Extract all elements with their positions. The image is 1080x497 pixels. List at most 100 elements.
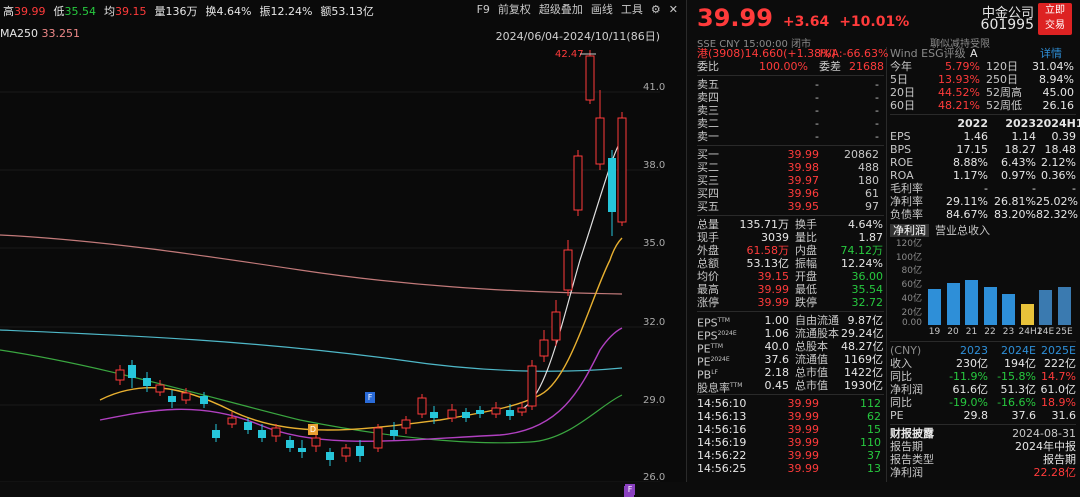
detail-link[interactable]: 详情 (1040, 47, 1062, 60)
bar-y-tick: 120亿 (895, 239, 922, 249)
quote-stat-row: 总量 135.71万 换手 4.64% (697, 218, 883, 231)
tools-button[interactable]: 工具 (620, 3, 643, 16)
f-marker-3[interactable]: F (625, 484, 635, 495)
fundamental-row: EPS2024E 1.06 流通股本 29.24亿 (697, 327, 884, 343)
kline-candle (573, 155, 583, 211)
report-row: 报告期 2024年中报 (890, 440, 1076, 453)
kline-candle (115, 369, 125, 381)
fundamental-row: PETTM 40.0 总股本 48.27亿 (697, 340, 884, 356)
column-divider (886, 47, 887, 482)
bar-y-tick: 0.00 (901, 318, 922, 329)
f-marker[interactable]: F (365, 392, 375, 403)
stock-code: 601995 (980, 17, 1034, 33)
amount-stat: 额53.13亿 (320, 5, 374, 18)
d-marker[interactable]: D (308, 424, 318, 435)
quote-stat-row: 外盘 61.58万 内盘 74.12万 (697, 244, 883, 257)
forecast-row: 同比 -11.9% -15.8% 14.7% (890, 370, 1076, 383)
price-change: +3.64 (782, 14, 830, 30)
financial-row: ROE 8.88% 6.43% 2.12% (890, 156, 1076, 169)
quote-stat-row: 涨停 39.99 跌停 32.72 (697, 296, 883, 309)
market-status: SSE CNY 15:00:00 闭市 (697, 39, 812, 50)
kline-candle (143, 378, 151, 386)
ma30-line (99, 327, 623, 442)
buy-level-row: 买四 39.96 61 (697, 187, 879, 200)
tab-revenue[interactable]: 营业总收入 (935, 224, 990, 237)
tab-net-profit[interactable]: 净利润 (890, 224, 929, 237)
kline-svg: 41.0 38.0 35.0 32.0 29.0 26.0 42.47 (0, 49, 665, 482)
price-change-pct: +10.01% (839, 14, 910, 30)
bar-x-label: 24H1 (1018, 327, 1043, 337)
profit-bar[interactable] (1039, 290, 1052, 325)
price-axis-tick: 41.0 (643, 82, 665, 93)
price-axis-tick: 26.0 (643, 472, 665, 482)
bar-y-tick: 60亿 (901, 280, 922, 291)
profit-bar[interactable] (1002, 293, 1015, 325)
close-icon[interactable]: ✕ (668, 2, 678, 16)
overlay-button[interactable]: 超级叠加 (538, 3, 583, 16)
bar-x-label: 20 (947, 327, 959, 337)
forecast-row: 收入 230亿 194亿 222亿 (890, 357, 1076, 370)
trade-now-button[interactable]: 立即 交易 (1038, 3, 1072, 35)
financial-row: ROA 1.17% 0.97% 0.36% (890, 169, 1076, 182)
profit-bar[interactable] (1020, 303, 1034, 325)
quote-panel: 39.99 +3.64 +10.01% 中金公司 601995 立即 交易 SSE… (687, 0, 1080, 482)
report-row: 净利润 22.28亿 (890, 466, 1076, 479)
amplitude-stat: 振12.24% (259, 5, 313, 18)
ma250-label: MA250 33.251 (0, 27, 81, 40)
kline-candle (128, 365, 136, 378)
bar-x-label: 22 (984, 327, 996, 337)
ma120-line (0, 329, 623, 372)
settings-icon[interactable]: ⚙ (650, 2, 661, 16)
panel-divider[interactable] (686, 0, 687, 482)
kline-candle (401, 419, 411, 429)
profit-bar[interactable] (983, 286, 997, 325)
chart-toolbar: F9 前复权 超级叠加 画线 工具 ⚙ ✕ (477, 0, 686, 18)
ma250-line (0, 234, 623, 295)
kline-candle (585, 55, 595, 101)
performance-row: 60日 48.21% 52周低 26.16 (890, 99, 1074, 112)
buy-level-row: 买一 39.99 20862 (697, 148, 879, 161)
fundamental-row: PBLF 2.18 总市值 1422亿 (697, 366, 883, 382)
sell-level-row: 卖一 - - (697, 130, 879, 143)
kline-candle (168, 396, 176, 402)
sell-level-row: 卖四 - - (697, 91, 879, 104)
forecast-row: 净利润 61.6亿 51.3亿 61.0亿 (890, 383, 1076, 396)
profit-bar[interactable] (928, 289, 941, 325)
kline-candle (311, 437, 321, 447)
kline-candle (271, 427, 281, 437)
quote-stat-row: 均价 39.15 开盘 36.00 (697, 270, 883, 283)
financial-row: 净利率 29.11% 26.81% 25.02% (890, 195, 1078, 208)
adjust-button[interactable]: 前复权 (497, 3, 531, 16)
bar-x-label: 23 (1002, 327, 1015, 337)
profit-bar[interactable] (965, 279, 978, 325)
draw-button[interactable]: 画线 (590, 3, 613, 16)
kline-candle (551, 311, 561, 341)
tick-row: 14:56:10 39.99 112 (697, 397, 881, 410)
profit-bar[interactable] (946, 283, 960, 325)
quote-stat-row: 现手 3039 量比 1.87 (697, 231, 883, 244)
kline-candle (286, 440, 294, 448)
buy-level-row: 买五 39.95 97 (697, 200, 879, 213)
kline-chart-area[interactable]: 高39.99 低35.54 均39.15 量136万 换4.64% 振12.24… (0, 0, 686, 497)
fundamental-row: 股息率TTM 0.45 总市值 1930亿 (697, 379, 883, 395)
kline-candle (491, 407, 501, 415)
kline-candle (595, 117, 605, 165)
bar-x-label: 25E (1055, 327, 1073, 337)
ohlc-summary-bar: 高39.99 低35.54 均39.15 量136万 换4.64% 振12.24… (0, 0, 686, 22)
financial-row: BPS 17.15 18.27 18.48 (890, 143, 1076, 156)
tick-row: 14:56:16 39.99 15 (697, 423, 881, 436)
f9-button[interactable]: F9 (476, 2, 490, 16)
price-axis-tick: 38.0 (643, 160, 665, 171)
price-header: 39.99 +3.64 +10.01% (697, 4, 909, 32)
price-axis-tick: 32.0 (643, 317, 665, 328)
esg-rating[interactable]: 聊似减持受限 (930, 39, 990, 50)
price-axis-tick: 29.0 (643, 395, 665, 406)
buy-level-row: 买三 39.97 180 (697, 174, 879, 187)
kline-candle (341, 447, 351, 457)
kline-candle (430, 412, 438, 418)
kline-candle (181, 392, 191, 401)
bar-y-tick: 20亿 (901, 307, 922, 318)
profit-bar[interactable] (1057, 287, 1071, 325)
kline-candle (517, 407, 527, 413)
kline-candle (417, 397, 427, 415)
